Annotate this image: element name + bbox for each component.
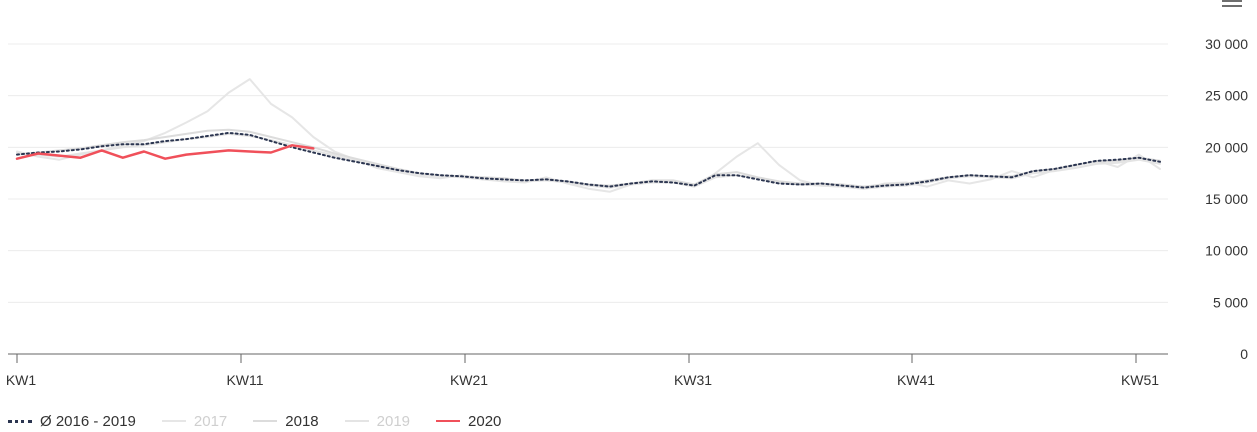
legend-swatch-2017: [161, 420, 186, 422]
y-tick-label: 15 000: [1205, 191, 1248, 207]
legend: Ø 2016 - 2019 2017 2018 2019 2020: [8, 410, 501, 432]
legend-swatch-2019: [344, 420, 369, 422]
y-tick-label: 0: [1240, 346, 1248, 362]
legend-label-avg: Ø 2016 - 2019: [40, 412, 136, 430]
x-axis: KW1 KW11 KW21 KW31 KW41 KW51: [6, 353, 1168, 388]
series-lines: [15, 78, 1161, 193]
x-tick-label: KW1: [6, 372, 37, 388]
x-tick-label: KW11: [226, 372, 263, 388]
y-tick-label: 5 000: [1213, 294, 1248, 310]
series-line--2016-2019[interactable]: [16, 131, 1161, 189]
legend-item-2017[interactable]: 2017: [161, 412, 228, 430]
legend-label-2019: 2019: [376, 412, 411, 430]
legend-swatch-avg: [8, 419, 32, 423]
legend-swatch-2018: [253, 420, 278, 422]
y-tick-label: 10 000: [1205, 243, 1248, 259]
series-line-2017[interactable]: [16, 78, 1161, 193]
legend-item-2020[interactable]: 2020: [436, 413, 501, 430]
legend-label-2017: 2017: [193, 412, 228, 430]
grid-lines: [8, 43, 1168, 303]
series-line-2020[interactable]: [15, 144, 315, 160]
y-tick-label: 25 000: [1205, 88, 1248, 104]
y-axis-tick-labels: 0 5 000 10 000 15 000 20 000 25 000 30 000: [1205, 36, 1248, 362]
legend-item-2018[interactable]: 2018: [253, 412, 319, 430]
line-chart: 0 5 000 10 000 15 000 20 000 25 000 30 000 KW1…: [6, 36, 1248, 388]
legend-label-2018: 2018: [285, 412, 319, 430]
legend-label-2020: 2020: [468, 412, 502, 430]
legend-swatch-2020: [436, 420, 461, 422]
x-tick-label: KW21: [450, 372, 488, 388]
legend-item-2019[interactable]: 2019: [344, 412, 411, 430]
x-tick-label: KW51: [1121, 372, 1159, 388]
hamburger-menu-icon[interactable]: [1222, 0, 1242, 10]
x-tick-label: KW41: [897, 372, 935, 388]
x-tick-label: KW31: [674, 372, 712, 388]
y-tick-label: 20 000: [1205, 139, 1248, 155]
legend-item-avg[interactable]: Ø 2016 - 2019: [8, 413, 136, 430]
y-tick-label: 30 000: [1205, 36, 1248, 52]
